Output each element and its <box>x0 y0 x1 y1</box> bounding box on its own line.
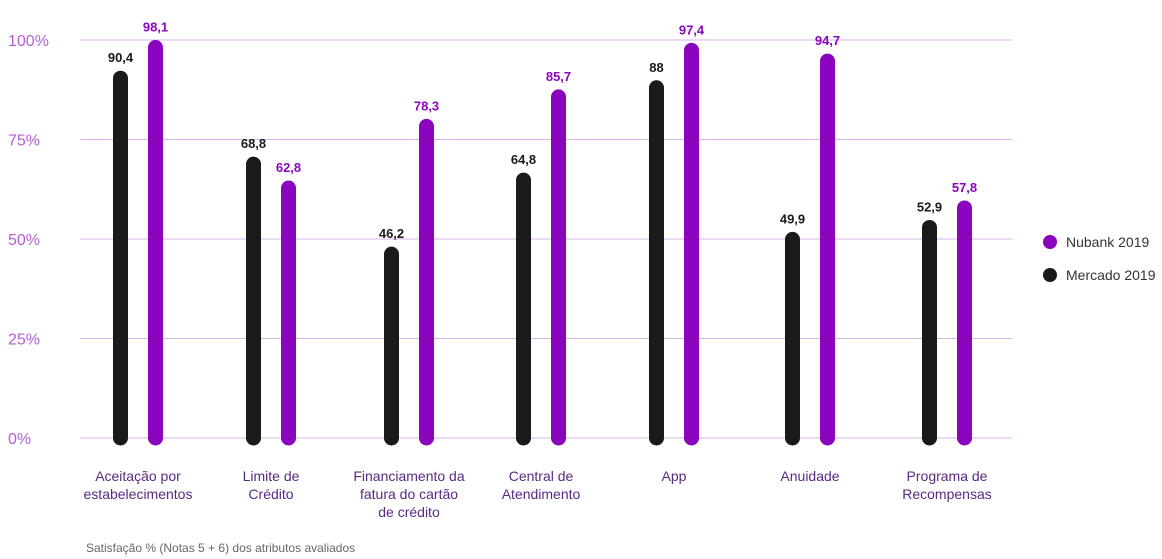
legend-swatch-mercado <box>1043 268 1057 282</box>
data-label: 52,9 <box>917 199 942 214</box>
data-label: 57,8 <box>952 180 977 195</box>
x-tick-label: Central de <box>509 468 574 484</box>
legend-item-nubank: Nubank 2019 <box>1043 230 1156 254</box>
data-label: 78,3 <box>414 98 439 113</box>
legend: Nubank 2019 Mercado 2019 <box>1043 230 1156 296</box>
x-tick-label: Financiamento da <box>353 468 465 484</box>
data-label: 68,8 <box>241 136 266 151</box>
y-tick-label: 0% <box>8 431 31 448</box>
data-label: 46,2 <box>379 226 404 241</box>
x-tick-label: Programa de <box>907 468 988 484</box>
data-label: 49,9 <box>780 211 805 226</box>
data-label: 94,7 <box>815 33 840 48</box>
data-label: 85,7 <box>546 69 571 84</box>
x-tick-label: Limite de <box>243 468 300 484</box>
x-tick-label: Crédito <box>248 486 293 502</box>
data-label: 88 <box>649 60 663 75</box>
legend-label-mercado: Mercado 2019 <box>1066 267 1156 283</box>
data-label: 90,4 <box>108 50 134 65</box>
x-tick-label: Atendimento <box>502 486 581 502</box>
x-tick-label: fatura do cartão <box>360 486 458 502</box>
y-tick-label: 75% <box>8 133 40 150</box>
data-label: 64,8 <box>511 152 536 167</box>
x-tick-label: Anuidade <box>780 468 839 484</box>
legend-item-mercado: Mercado 2019 <box>1043 263 1156 287</box>
x-tick-label: Recompensas <box>902 486 992 502</box>
x-tick-label: Aceitação por <box>95 468 181 484</box>
y-tick-label: 50% <box>8 232 40 249</box>
y-tick-label: 100% <box>8 33 49 50</box>
data-label: 97,4 <box>679 22 705 37</box>
y-tick-label: 25% <box>8 332 40 349</box>
legend-label-nubank: Nubank 2019 <box>1066 234 1150 250</box>
data-label: 98,1 <box>143 20 168 35</box>
footnote: Satisfação % (Notas 5 + 6) dos atributos… <box>86 541 356 555</box>
x-tick-label: estabelecimentos <box>84 486 193 502</box>
x-tick-label: App <box>662 468 687 484</box>
legend-swatch-nubank <box>1043 235 1057 249</box>
x-tick-label: de crédito <box>378 504 440 520</box>
data-label: 62,8 <box>276 160 301 175</box>
